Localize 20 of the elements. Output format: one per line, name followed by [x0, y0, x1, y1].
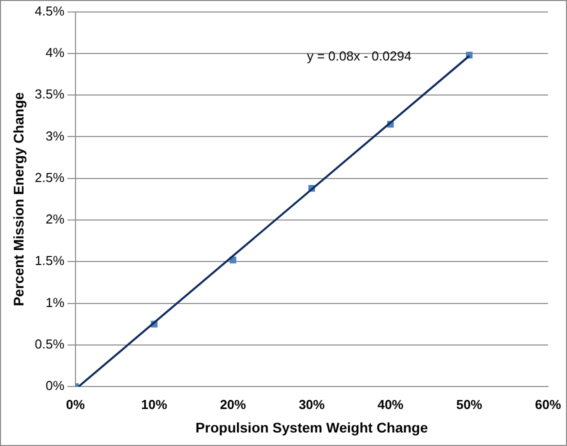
x-tick-label: 0% — [66, 396, 86, 412]
x-tick-label: 10% — [141, 396, 168, 412]
x-tick-label: 40% — [377, 396, 404, 412]
x-tick-label: 30% — [298, 396, 326, 412]
y-tick-label: 3.5% — [34, 86, 65, 102]
y-tick-label: 4% — [46, 45, 65, 60]
y-tick-label: 4.5% — [34, 3, 65, 18]
y-tick-label: 2% — [46, 212, 65, 227]
y-tick-label: 3% — [46, 128, 65, 144]
x-tick-label: 50% — [456, 396, 483, 412]
annotation: y = 0.08x - 0.0294 — [306, 48, 412, 64]
y-tick-label: 1% — [46, 294, 65, 310]
y-tick-label: 1.5% — [34, 253, 65, 268]
y-tick-label: 2.5% — [34, 170, 65, 185]
x-axis-title: Propulsion System Weight Change — [196, 419, 428, 436]
x-tick-label: 60% — [534, 396, 562, 412]
y-axis-title: Percent Mission Energy Change — [10, 92, 26, 306]
y-tick-label: 0.5% — [34, 336, 65, 352]
y-tick-label: 0% — [46, 378, 65, 394]
x-tick-label: 20% — [220, 396, 246, 412]
